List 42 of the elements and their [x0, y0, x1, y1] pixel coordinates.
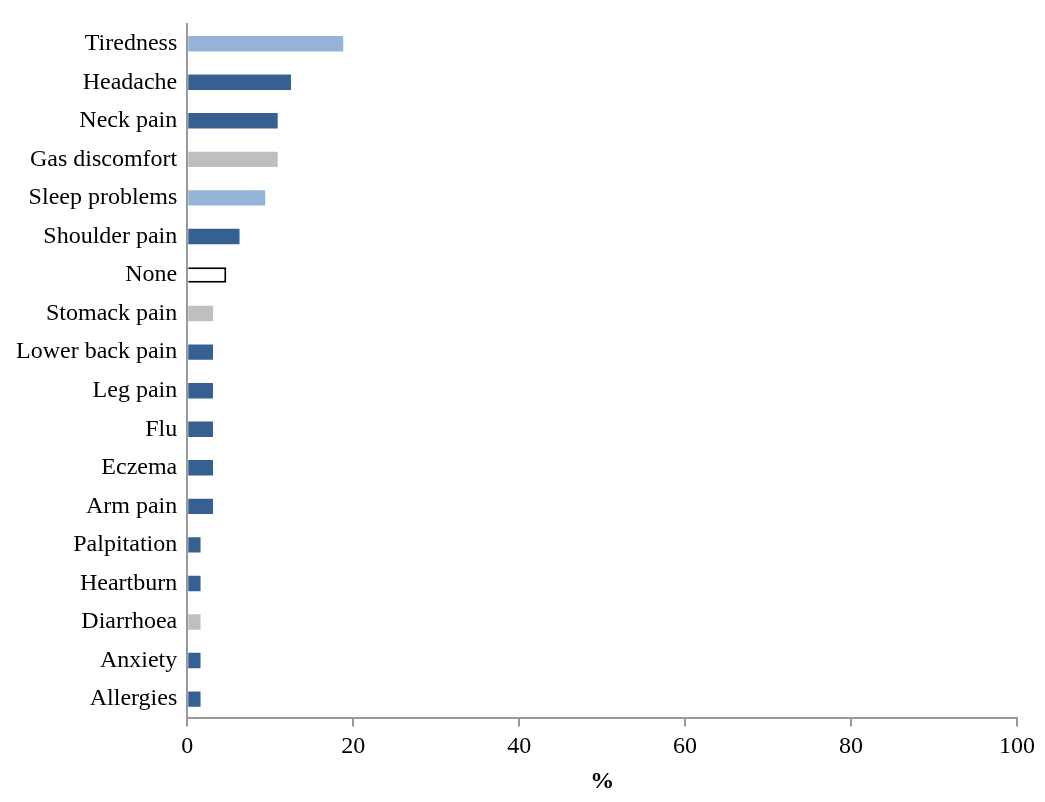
y-tick-label: Eczema: [101, 453, 178, 480]
y-tick-label: Gas discomfort: [29, 144, 178, 171]
x-tick-label: 100: [999, 732, 1035, 759]
x-axis-title: %: [590, 766, 615, 793]
y-tick-label: None: [125, 260, 178, 287]
y-tick-label: Lower back pain: [16, 337, 178, 364]
bar: [188, 575, 201, 592]
x-tick-label: 20: [341, 732, 366, 759]
y-tick-label: Anxiety: [99, 645, 178, 672]
bar: [188, 382, 213, 399]
y-tick-label: Sleep problems: [28, 183, 178, 210]
y-tick-label: Diarrhoea: [81, 607, 178, 634]
y-tick-label: Stomack pain: [45, 298, 178, 325]
y-tick-label: Heartburn: [79, 568, 178, 595]
bar: [188, 228, 240, 245]
bar: [188, 113, 278, 129]
y-tick-label: Tiredness: [84, 28, 178, 55]
y-tick-label: Palpitation: [73, 530, 178, 557]
bar: [188, 614, 201, 630]
y-tick-label: Neck pain: [79, 106, 178, 133]
x-tick-label: 60: [673, 732, 698, 759]
bar: [188, 344, 213, 360]
bar: [188, 691, 201, 707]
bar: [188, 537, 201, 553]
bar: [188, 305, 213, 322]
y-tick-label: Shoulder pain: [43, 221, 178, 248]
bar: [188, 151, 278, 168]
y-tick-label: Headache: [82, 67, 178, 94]
bar: [188, 190, 266, 206]
y-tick-label: Allergies: [89, 684, 178, 711]
bar: [188, 652, 201, 669]
y-tick-label: Arm pain: [85, 491, 178, 518]
y-tick-label: Flu: [145, 414, 178, 441]
x-tick-label: 0: [181, 732, 194, 759]
bar: [188, 460, 213, 476]
y-tick-label: Leg pain: [92, 375, 178, 402]
bar: [188, 498, 213, 515]
bar: [188, 35, 344, 52]
x-tick-label: 80: [839, 732, 864, 759]
bar: [188, 421, 213, 437]
bar: [188, 74, 291, 90]
x-tick-label: 40: [507, 732, 532, 759]
